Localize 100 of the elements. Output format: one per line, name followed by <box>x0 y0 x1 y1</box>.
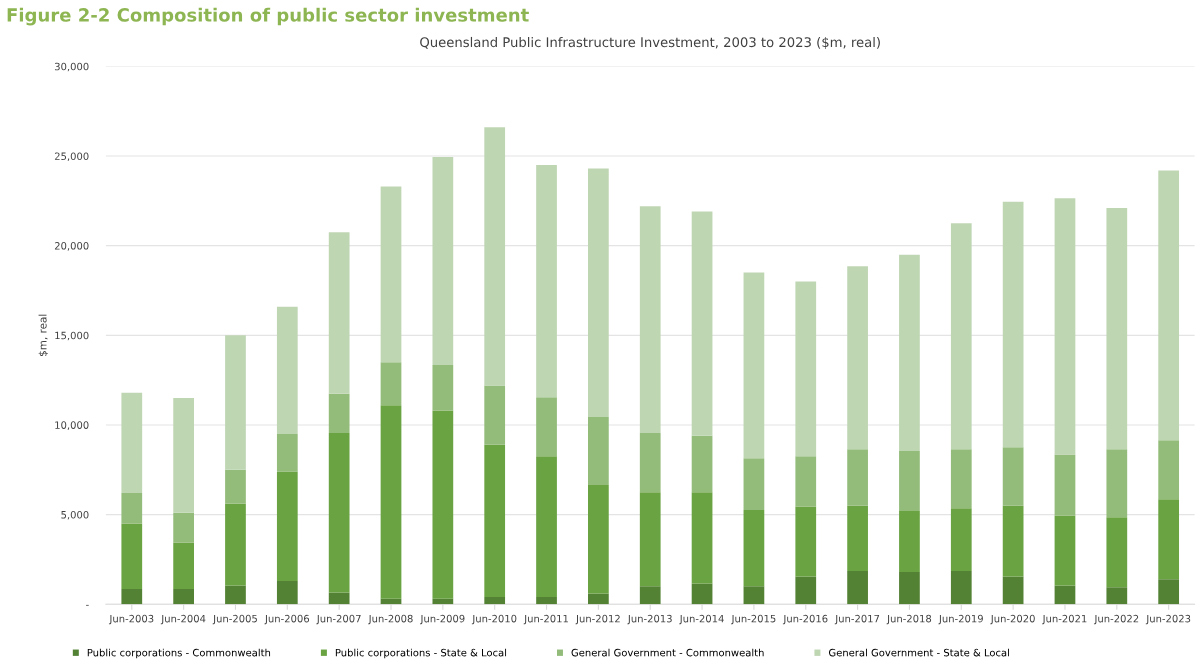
x-tick-label: Jun-2003 <box>108 614 154 625</box>
bar <box>380 186 402 363</box>
bar <box>380 405 402 599</box>
bar <box>432 364 454 411</box>
bar <box>588 168 609 417</box>
bar <box>1002 505 1024 577</box>
bar <box>1054 454 1076 516</box>
y-tick-label: 30,000 <box>54 62 89 72</box>
bar <box>1106 517 1128 588</box>
bar <box>639 206 661 434</box>
bar <box>847 571 868 605</box>
bar <box>743 272 765 459</box>
bar <box>588 416 609 486</box>
bar <box>950 571 972 605</box>
x-tick-label: Jun-2013 <box>627 614 672 625</box>
x-tick-label: Jun-2012 <box>575 614 620 625</box>
bar <box>536 165 557 398</box>
bar <box>484 385 506 445</box>
bar <box>1106 208 1128 450</box>
y-tick-label: 15,000 <box>55 331 89 341</box>
bar <box>484 597 506 605</box>
bar <box>484 444 506 598</box>
bar <box>899 571 920 605</box>
bar <box>1106 587 1128 605</box>
x-tick-label: Jun-2018 <box>886 614 932 625</box>
bar <box>691 435 713 493</box>
legend-label: General Government - Commonwealth <box>571 648 764 657</box>
bar <box>1106 449 1128 518</box>
bar <box>380 362 402 406</box>
y-tick-label: 20,000 <box>54 242 89 251</box>
x-tick-label: Jun-2022 <box>1093 614 1139 625</box>
x-tick-label: Jun-2023 <box>1145 614 1191 625</box>
bar <box>1158 170 1180 441</box>
x-tick-label: Jun-2008 <box>368 614 413 625</box>
chart-subtitle: Queensland Public Infrastructure Investment, 2003 to 2023 ($m, real) <box>420 36 880 49</box>
bar <box>847 449 868 506</box>
bar <box>1002 201 1024 448</box>
y-tick-label: 10,000 <box>55 421 89 430</box>
y-axis-title: $m, real <box>38 314 49 357</box>
y-tick-label: 5,000 <box>61 510 89 520</box>
bar <box>1054 515 1076 586</box>
x-tick-label: Jun-2004 <box>160 614 206 625</box>
y-tick-label: - <box>86 604 89 606</box>
x-tick-label: Jun-2017 <box>834 614 880 625</box>
bar <box>328 232 350 394</box>
bar <box>847 505 868 572</box>
x-tick-label: Jun-2007 <box>316 614 361 625</box>
bar <box>225 503 246 586</box>
bar <box>847 266 868 450</box>
x-tick-label: Jun-2006 <box>264 614 310 625</box>
bar <box>588 485 609 594</box>
bar <box>795 576 817 605</box>
bar <box>432 156 454 365</box>
bar <box>225 585 246 605</box>
bar <box>328 433 350 593</box>
bar <box>328 393 350 434</box>
bar <box>639 586 661 605</box>
x-tick-label: Jun-2014 <box>679 614 724 625</box>
x-tick-label: Jun-2016 <box>782 614 828 625</box>
bar <box>173 542 194 589</box>
bar <box>1054 585 1076 605</box>
bar <box>1002 447 1024 506</box>
x-tick-label: Jun-2009 <box>419 614 465 625</box>
bar <box>276 580 298 605</box>
bar <box>950 508 972 572</box>
x-tick-label: Jun-2021 <box>1042 614 1087 625</box>
legend-label: Public corporations - State & Local <box>335 648 507 659</box>
bar <box>328 592 350 605</box>
y-tick-label: 25,000 <box>54 152 89 161</box>
x-tick-label: Jun-2011 <box>523 614 568 625</box>
bar <box>173 398 194 513</box>
x-tick-label: Jun-2005 <box>212 614 257 625</box>
bar <box>225 335 246 470</box>
legend-label: Public corporations - Commonwealth <box>87 648 271 659</box>
bar <box>639 433 661 493</box>
bar <box>121 523 143 589</box>
bar <box>1002 576 1024 605</box>
bar <box>950 449 972 509</box>
bar <box>536 397 557 457</box>
bar <box>743 586 765 605</box>
bar <box>1158 440 1180 500</box>
x-tick-label: Jun-2010 <box>471 614 517 625</box>
bar <box>795 456 817 507</box>
bar <box>691 492 713 584</box>
bar <box>743 510 765 587</box>
legend-label: General Government - State & Local <box>828 648 1009 657</box>
bar <box>691 211 713 436</box>
bar <box>950 223 972 450</box>
bar <box>121 392 143 494</box>
bar <box>121 589 143 605</box>
bar <box>899 450 920 512</box>
bar <box>743 458 765 511</box>
bar <box>121 493 143 524</box>
bar <box>173 512 194 543</box>
chart-title: Figure 2-2 Composition of public sector investment <box>7 7 529 26</box>
bar <box>1158 579 1180 605</box>
bar <box>639 492 661 587</box>
bar <box>795 506 817 577</box>
bar <box>899 254 920 451</box>
bar <box>691 583 713 605</box>
